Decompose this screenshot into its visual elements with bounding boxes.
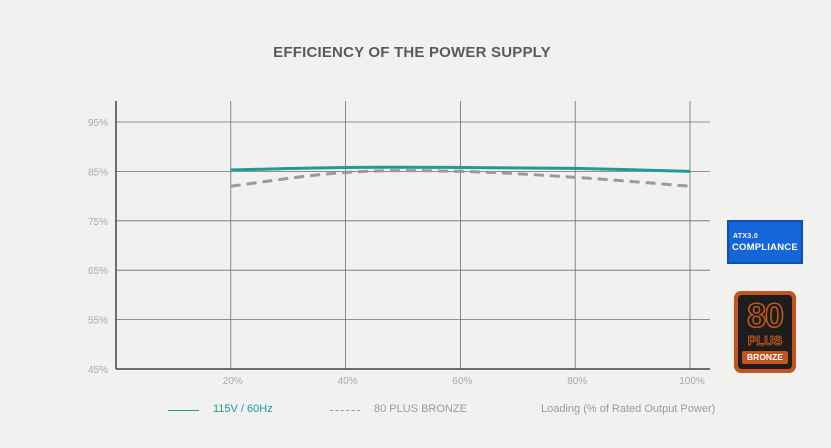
y-tick-label-0: 45% — [88, 365, 108, 376]
atx-logo-top-text: ATX3.0 — [733, 233, 759, 240]
y-tick-label-4: 85% — [88, 167, 108, 178]
atx3-compliance-logo: ATX3.0 COMPLIANCE — [727, 220, 803, 264]
80-plus-number: 80 — [746, 296, 784, 336]
80-plus-word: PLUS — [747, 333, 783, 349]
chart-title: EFFICIENCY OF THE POWER SUPPLY — [273, 44, 551, 61]
atx-logo-bottom-text: COMPLIANCE — [732, 242, 798, 253]
x-axis-label: Loading (% of Rated Output Power) — [541, 403, 716, 415]
legend-solid-line-icon — [168, 410, 199, 411]
80-plus-logo-inner: 80 PLUS BRONZE — [738, 295, 792, 369]
x-tick-label-3: 80% — [567, 376, 587, 387]
y-tick-label-3: 75% — [88, 217, 108, 228]
80-plus-level: BRONZE — [742, 351, 788, 364]
x-tick-label-2: 60% — [452, 376, 472, 387]
legend-dashed-line-icon — [330, 410, 360, 411]
80-plus-bronze-logo: 80 PLUS BRONZE — [734, 291, 796, 373]
legend-item-80plus-bronze: 80 PLUS BRONZE — [374, 403, 467, 415]
y-tick-label-2: 65% — [88, 266, 108, 277]
x-tick-label-4: 100% — [679, 376, 705, 387]
y-tick-label-5: 95% — [88, 118, 108, 129]
x-tick-label-1: 40% — [338, 376, 358, 387]
legend-item-115v: 115V / 60Hz — [213, 403, 273, 415]
legend: 115V / 60Hz 80 PLUS BRONZE Loading (% of… — [0, 403, 831, 419]
y-tick-label-1: 55% — [88, 316, 108, 327]
x-tick-label-0: 20% — [223, 376, 243, 387]
